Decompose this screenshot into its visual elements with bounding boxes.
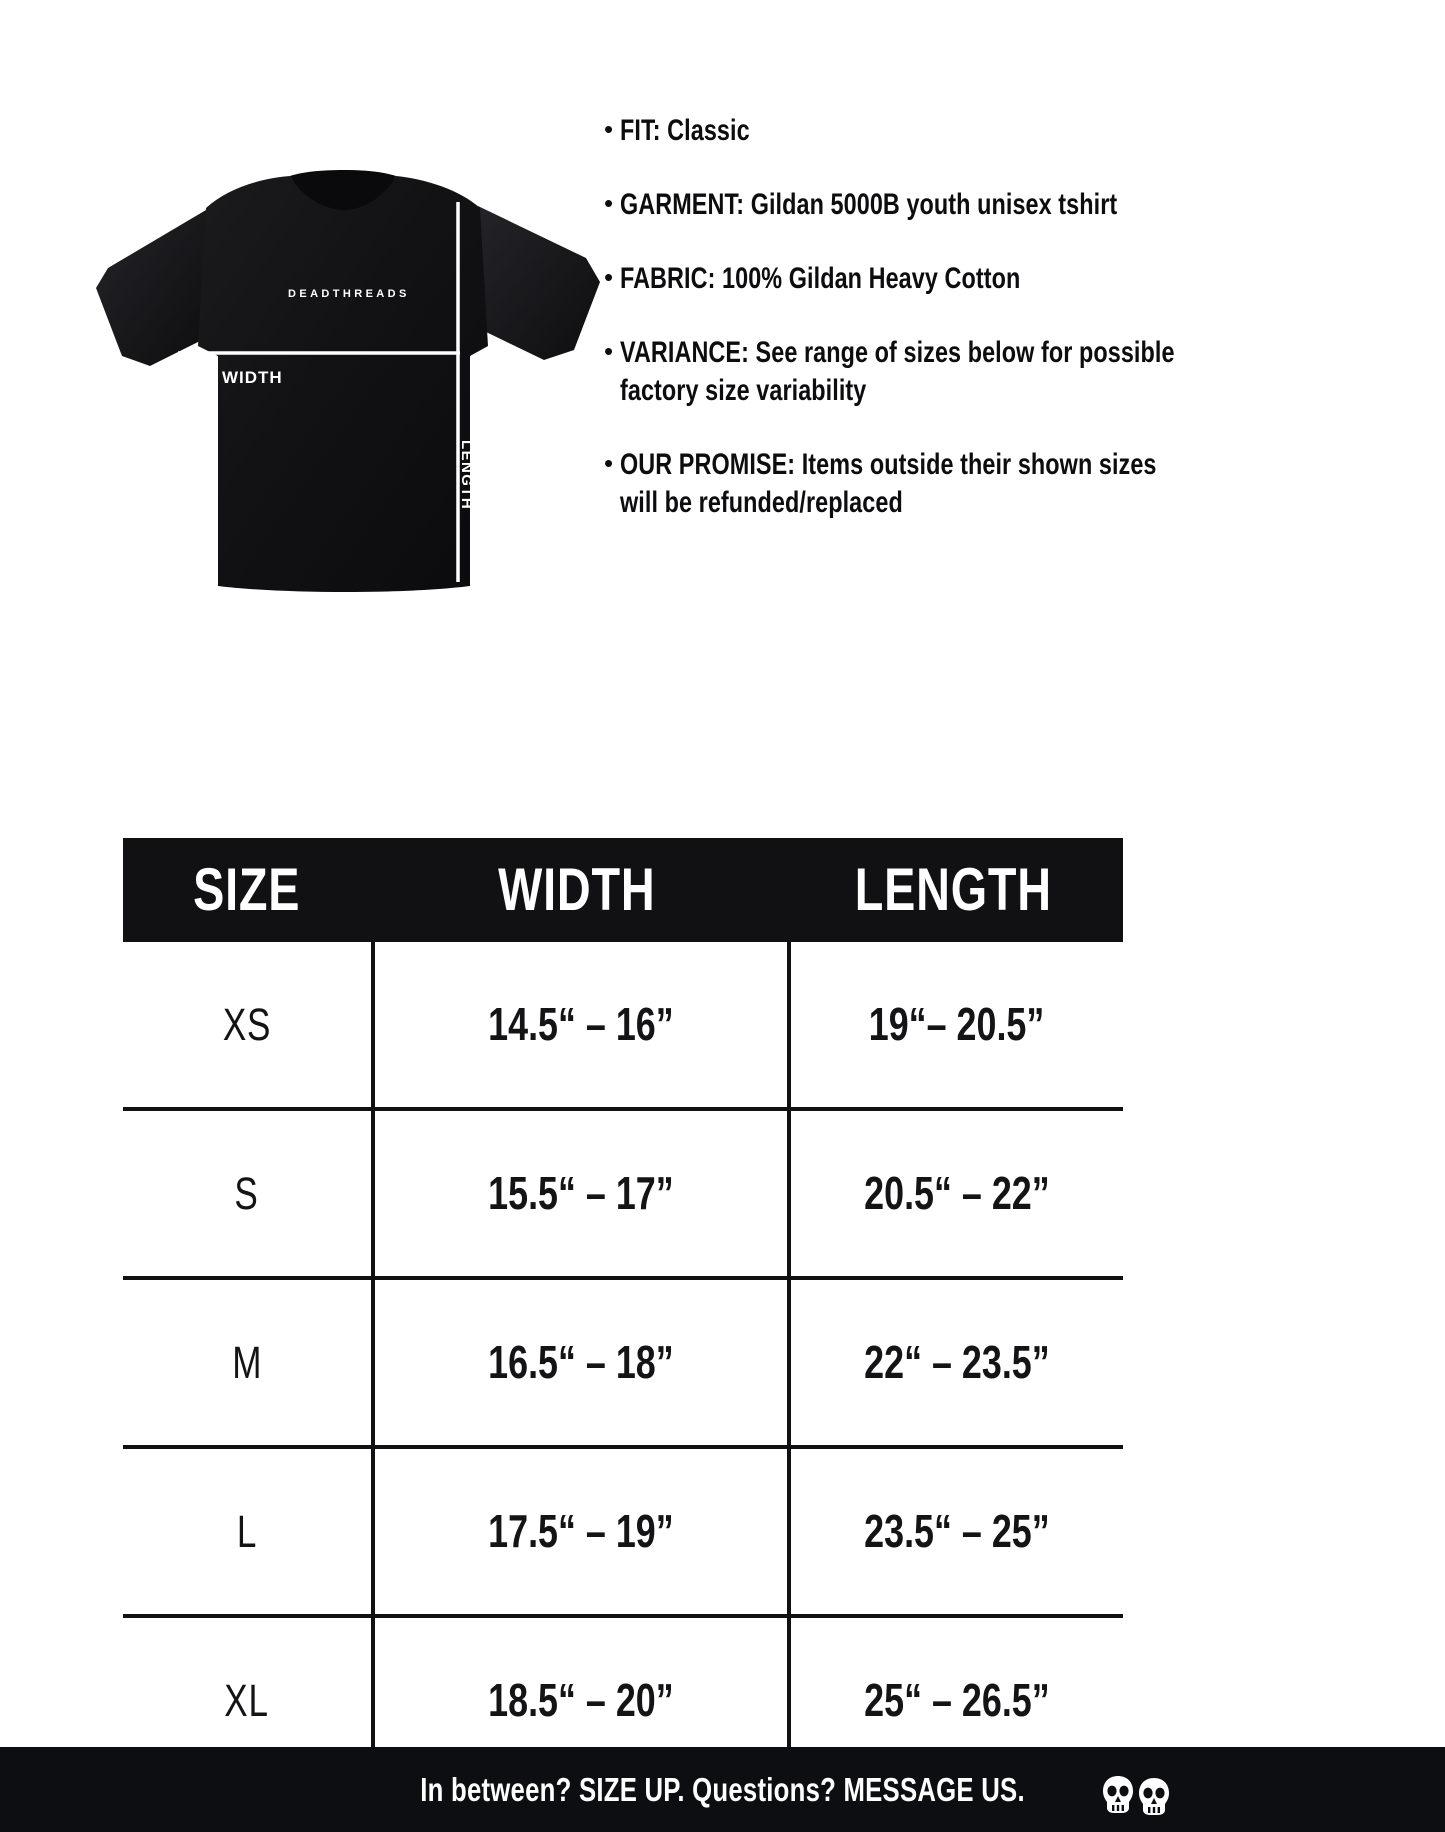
footer-message: In between? SIZE UP. Questions? MESSAGE … [335,1771,1110,1809]
bullet-icon: • [604,336,614,366]
spec-item-promise: • OUR PROMISE: Items outside their shown… [604,446,1184,522]
cell-size: XL [123,1618,375,1783]
footer-message-label: In between? SIZE UP. Questions? MESSAGE … [420,1770,1025,1808]
cell-width: 14.5“ – 16” [375,942,791,1107]
cell-length: 25“ – 26.5” [791,1618,1123,1783]
cell-width: 15.5“ – 17” [375,1111,791,1276]
spec-item-promise-text: OUR PROMISE: Items outside their shown s… [620,446,1308,522]
double-skull-logo [1103,1776,1169,1815]
cell-width-value: 17.5“ – 19” [488,1505,674,1557]
column-header-size: SIZE [123,838,371,942]
spec-item-variance-text: VARIANCE: See range of sizes below for p… [620,334,1331,410]
table-row: M 16.5“ – 18” 22“ – 23.5” [123,1280,1123,1449]
spec-promise-line1: OUR PROMISE: Items outside their shown s… [620,448,1157,481]
cell-width-value: 18.5“ – 20” [488,1674,674,1726]
cell-size: S [123,1111,375,1276]
cell-size-value: S [234,1168,260,1219]
cell-length: 19“– 20.5” [791,942,1123,1107]
table-row: L 17.5“ – 19” 23.5“ – 25” [123,1449,1123,1618]
cell-length-value: 20.5“ – 22” [864,1167,1050,1219]
spec-variance-line2: factory size variability [620,374,867,407]
brand-wordmark: DEADTHREADS [288,288,410,300]
bullet-icon: • [604,448,614,478]
spec-item-fabric: • FABRIC: 100% Gildan Heavy Cotton [604,260,1184,298]
cell-size-value: M [231,1337,263,1388]
tshirt-illustration [96,170,600,592]
column-header-length-label: LENGTH [854,856,1052,923]
size-chart-table: SIZE WIDTH LENGTH XS 14.5“ – 16” 19“– 20… [123,838,1123,1787]
spec-variance-line1: VARIANCE: See range of sizes below for p… [620,336,1175,369]
measurement-guides [178,202,460,582]
length-measurement-label: LENGTH [458,440,475,511]
cell-length: 23.5“ – 25” [791,1449,1123,1614]
table-row: S 15.5“ – 17” 20.5“ – 22” [123,1111,1123,1280]
cell-width-value: 14.5“ – 16” [488,998,674,1050]
spec-fit-line1: FIT: Classic [620,114,750,147]
spec-item-fit: • FIT: Classic [604,112,1184,150]
cell-length: 22“ – 23.5” [791,1280,1123,1445]
table-row: XS 14.5“ – 16” 19“– 20.5” [123,942,1123,1111]
bullet-icon: • [604,188,614,218]
spec-promise-line2: will be refunded/replaced [620,486,903,519]
cell-length-value: 19“– 20.5” [869,998,1045,1050]
cell-size-value: XL [224,1675,270,1726]
spec-item-garment: • GARMENT: Gildan 5000B youth unisex tsh… [604,186,1184,224]
spec-list: • FIT: Classic • GARMENT: Gildan 5000B y… [604,112,1184,558]
cell-width: 16.5“ – 18” [375,1280,791,1445]
width-measurement-label: WIDTH [222,368,283,387]
bullet-icon: • [604,114,614,144]
spec-item-garment-text: GARMENT: Gildan 5000B youth unisex tshir… [620,186,1258,224]
column-header-size-label: SIZE [193,856,301,923]
product-info-section: DEADTHREADS WIDTH LENGTH • FIT: Classic … [0,0,1445,700]
spec-item-fit-text: FIT: Classic [620,112,786,150]
cell-length-value: 23.5“ – 25” [864,1505,1050,1557]
column-header-width-label: WIDTH [498,856,656,923]
footer-bar: In between? SIZE UP. Questions? MESSAGE … [0,1747,1445,1832]
cell-size: L [123,1449,375,1614]
cell-length-value: 22“ – 23.5” [864,1336,1050,1388]
cell-length: 20.5“ – 22” [791,1111,1123,1276]
cell-width: 18.5“ – 20” [375,1618,791,1783]
spec-item-fabric-text: FABRIC: 100% Gildan Heavy Cotton [620,260,1133,298]
cell-width-value: 15.5“ – 17” [488,1167,674,1219]
bullet-icon: • [604,262,614,292]
spec-fabric-line1: FABRIC: 100% Gildan Heavy Cotton [620,262,1021,295]
table-header-row: SIZE WIDTH LENGTH [123,838,1123,942]
column-header-width: WIDTH [371,838,783,942]
cell-width: 17.5“ – 19” [375,1449,791,1614]
cell-width-value: 16.5“ – 18” [488,1336,674,1388]
spec-item-variance: • VARIANCE: See range of sizes below for… [604,334,1184,410]
cell-size-value: XS [222,999,272,1050]
cell-size: M [123,1280,375,1445]
column-header-length: LENGTH [783,838,1123,942]
cell-length-value: 25“ – 26.5” [864,1674,1050,1726]
cell-size: XS [123,942,375,1107]
cell-size-value: L [236,1506,258,1557]
spec-garment-line1: GARMENT: Gildan 5000B youth unisex tshir… [620,188,1118,221]
tshirt-measurement-diagram: DEADTHREADS WIDTH LENGTH [78,170,608,600]
